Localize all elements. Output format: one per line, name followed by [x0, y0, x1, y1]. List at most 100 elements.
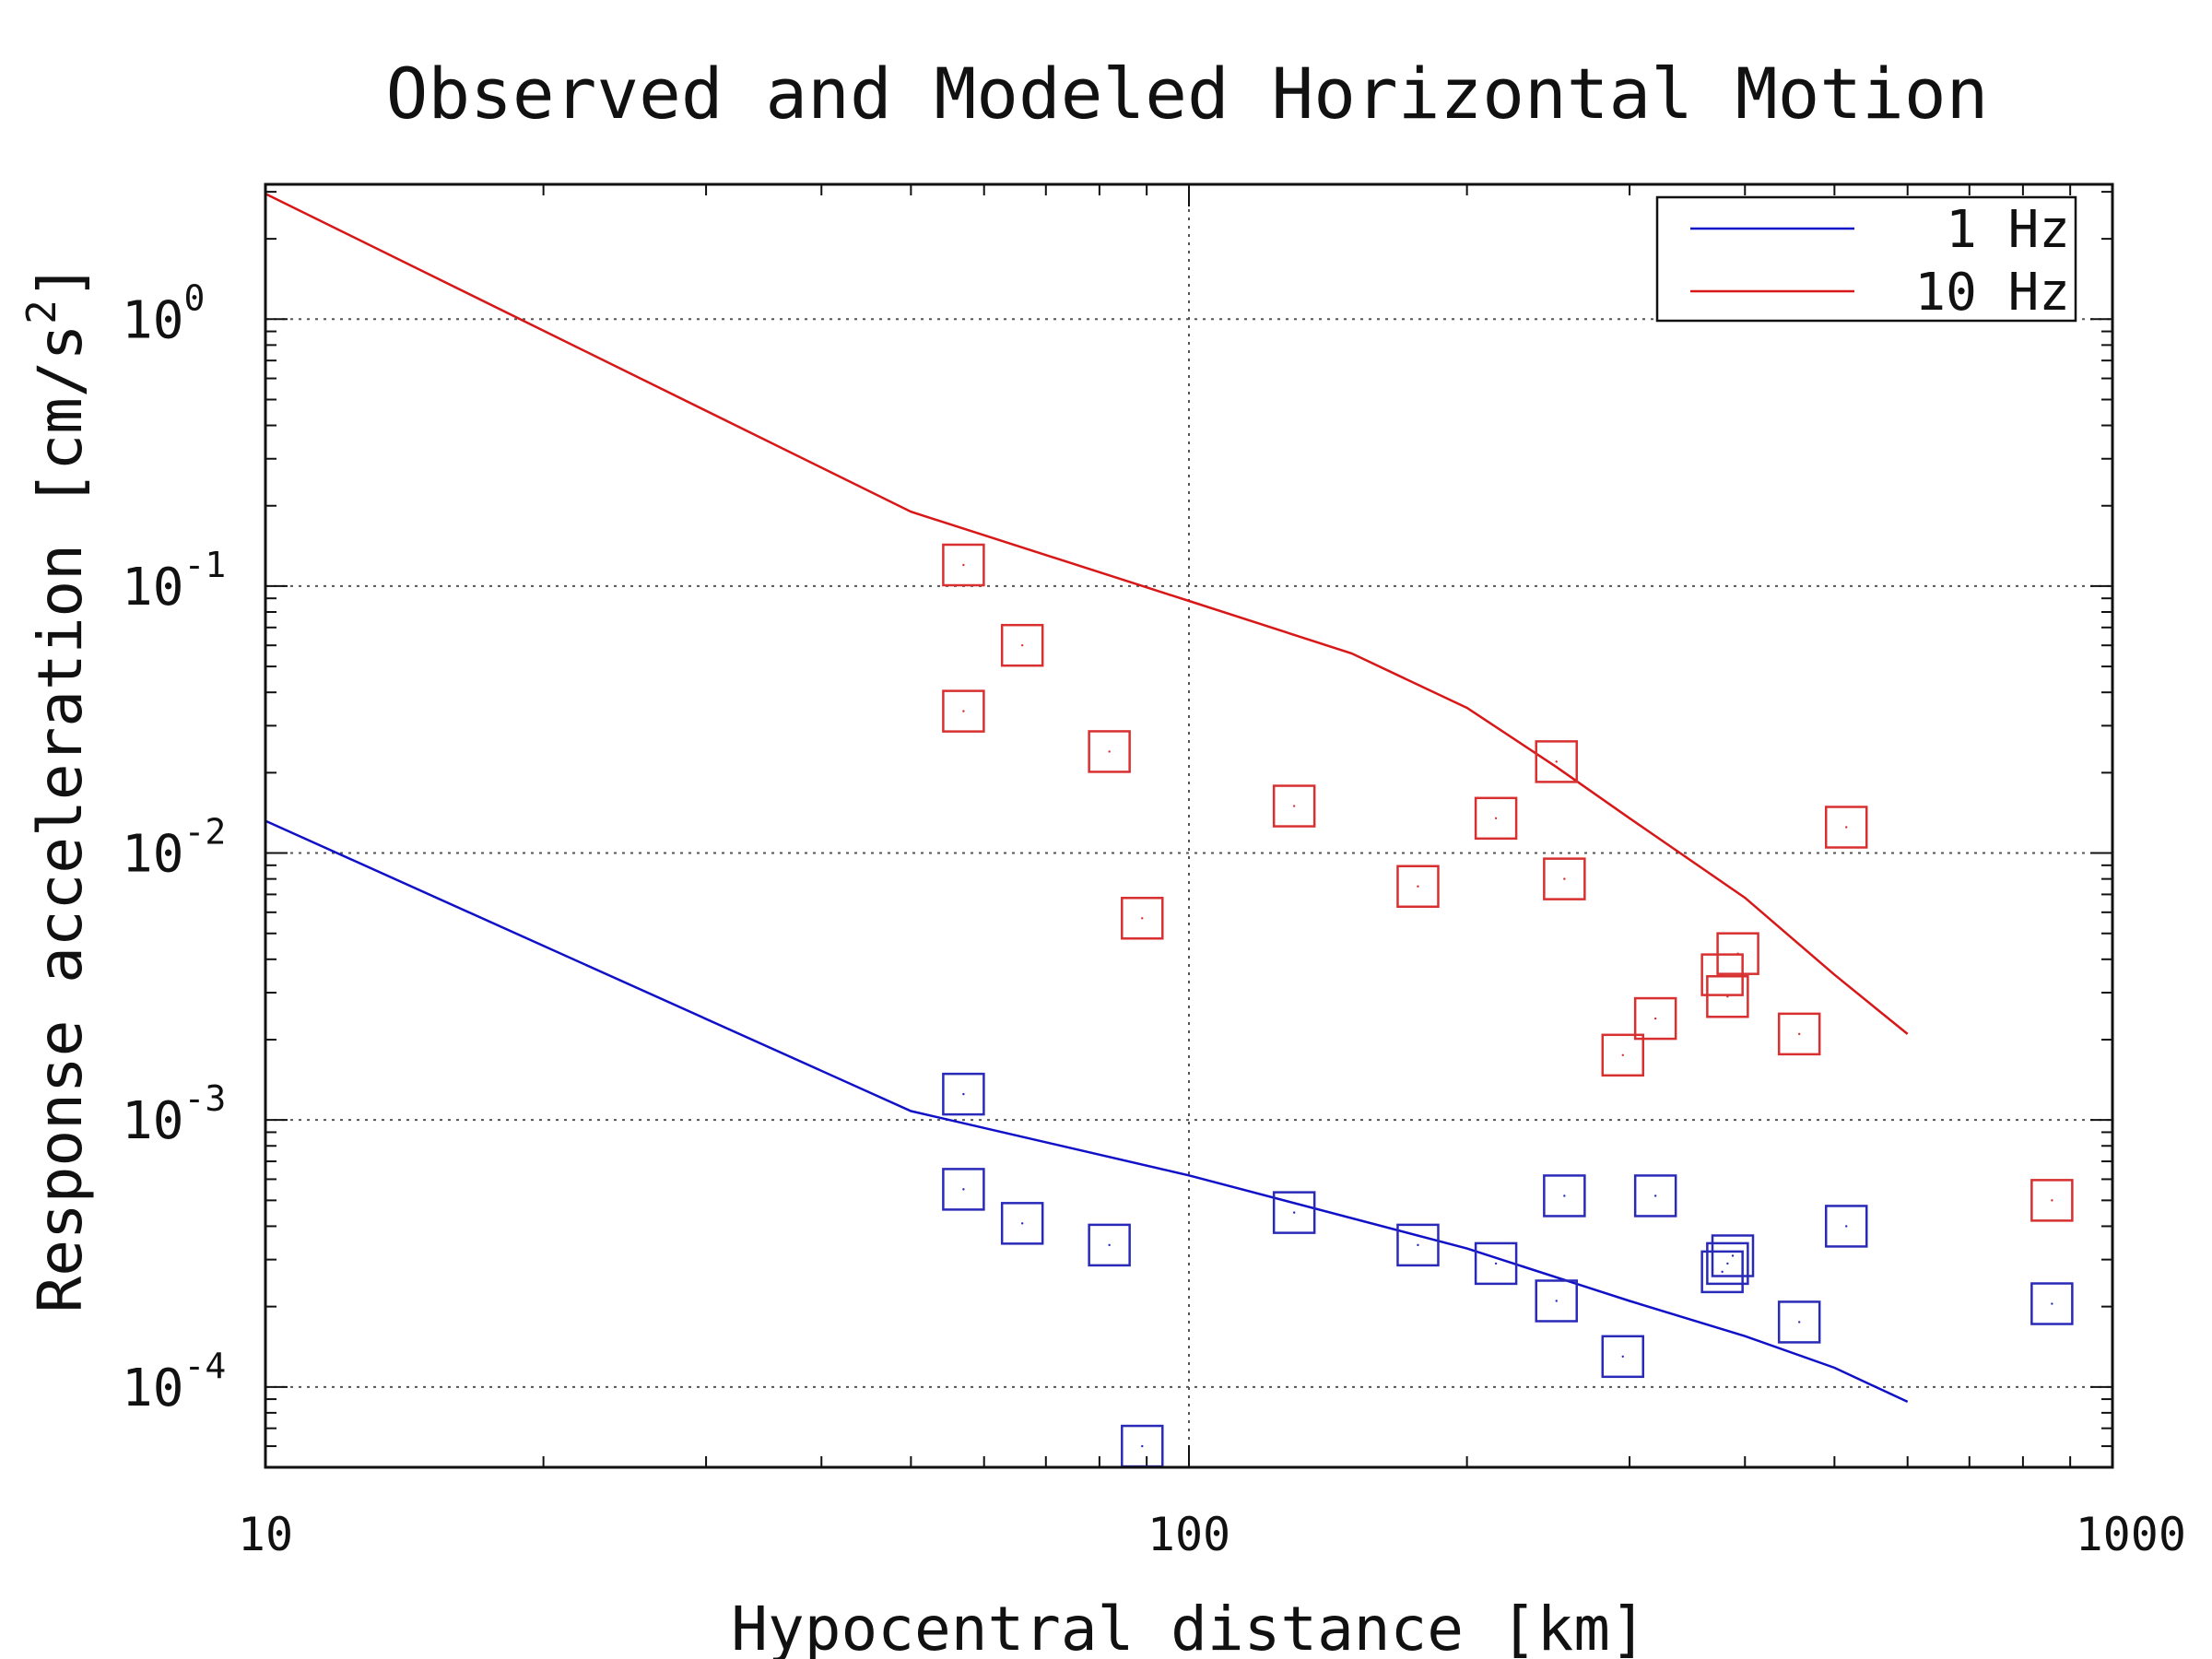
observed-point	[1396, 865, 1440, 908]
observed-point-center	[1726, 1262, 1729, 1265]
observed-point	[1474, 1241, 1518, 1286]
x-tick-label: 10	[238, 1508, 293, 1561]
observed-point	[1777, 1012, 1821, 1056]
y-tick-exponent: -1	[183, 545, 226, 585]
observed-point-center	[1736, 952, 1739, 955]
observed-point-center	[1563, 1194, 1566, 1197]
y-axis-label: Response acceleration [cm/s2]	[18, 263, 96, 1312]
observed-point-center	[1797, 1321, 1801, 1324]
grid	[265, 184, 2112, 1467]
observed-point	[1088, 1223, 1131, 1267]
observed-point-center	[1726, 995, 1729, 998]
y-tick-label: 10-4	[122, 1346, 226, 1418]
legend-label: 10 Hz	[1914, 263, 2070, 323]
model-line-1-hz	[265, 819, 1909, 1404]
y-tick-label: 10-3	[122, 1078, 226, 1151]
observed-point-center	[2051, 1199, 2053, 1202]
observed-point-center	[1108, 1243, 1111, 1247]
observed-point-center	[1020, 643, 1024, 647]
observed-point-center	[1417, 885, 1419, 888]
legend-box	[1655, 195, 2077, 323]
observed-point	[1633, 996, 1677, 1041]
y-tick-base: 10	[122, 558, 183, 618]
y-tick-label: 100	[122, 277, 205, 350]
y-tick-base: 10	[122, 1359, 183, 1418]
observed-point	[1000, 623, 1044, 667]
y-tick-label: 10-2	[122, 812, 226, 885]
observed-point	[1633, 1174, 1677, 1218]
observed-point	[1824, 806, 1868, 849]
observed-point	[1000, 1202, 1044, 1245]
plot-frame	[264, 182, 2114, 1469]
observed-point	[942, 689, 985, 733]
observed-point	[1777, 1300, 1821, 1344]
x-tick-label: 1000	[2076, 1508, 2186, 1561]
observed-point	[942, 1072, 985, 1116]
observed-point-center	[1292, 1211, 1296, 1214]
observed-point-center	[962, 1188, 965, 1191]
observed-point-center	[1797, 1032, 1801, 1036]
observed-point-center	[1563, 877, 1566, 880]
observed-point-center	[1653, 1194, 1657, 1197]
y-axis-label-main: Response acceleration [cm/s	[25, 324, 96, 1313]
observed-point	[942, 1168, 985, 1211]
legend-label: 1 Hz	[1946, 200, 2070, 260]
y-tick-base: 10	[122, 1091, 183, 1151]
observed-point	[1535, 1279, 1578, 1323]
chart-title: Observed and Modeled Horizontal Motion	[386, 53, 1989, 135]
y-tick-base: 10	[122, 825, 183, 885]
observed-point-center	[1494, 1262, 1498, 1265]
observed-point	[2030, 1282, 2074, 1325]
observed-point-center	[1621, 1053, 1624, 1056]
model-line-10-hz	[265, 193, 1909, 1035]
observed-point-center	[1621, 1355, 1624, 1359]
observed-point	[942, 543, 985, 587]
observed-point-center	[1108, 750, 1111, 753]
observed-point-center	[1292, 805, 1296, 807]
observed-point-center	[1555, 1300, 1558, 1302]
observed-point-center	[1555, 760, 1558, 763]
observed-point-center	[1417, 1243, 1419, 1247]
observed-point	[1601, 1033, 1645, 1077]
observed-point-center	[2051, 1302, 2053, 1305]
observed-point	[1535, 740, 1578, 783]
observed-point-center	[1845, 1225, 1848, 1228]
observed-point	[1601, 1335, 1645, 1379]
observed-point-center	[962, 710, 965, 712]
y-tick-exponent: 0	[183, 277, 205, 318]
x-tick-labels: 10 100 1000	[238, 1508, 2186, 1561]
observed-point	[1396, 1223, 1440, 1267]
observed-point	[2030, 1179, 2074, 1222]
observed-point-center	[1020, 1222, 1024, 1225]
observed-markers	[942, 543, 2074, 1468]
observed-point-center	[1721, 1270, 1724, 1274]
observed-point	[1088, 730, 1131, 773]
observed-point	[1272, 784, 1316, 828]
observed-point	[1543, 1174, 1586, 1218]
y-axis-label-close: ]	[25, 263, 96, 300]
observed-point-center	[962, 563, 965, 567]
observed-point-center	[962, 1092, 965, 1096]
observed-point	[1824, 1205, 1868, 1248]
observed-point	[1121, 897, 1164, 940]
observed-point-center	[1141, 1444, 1144, 1448]
observed-point-center	[1494, 817, 1498, 820]
observed-point	[1706, 1241, 1749, 1286]
observed-point-center	[1731, 1254, 1735, 1257]
y-tick-exponent: -2	[183, 812, 226, 853]
model-lines	[265, 193, 1909, 1404]
y-axis-label-sup: 2	[18, 300, 65, 324]
y-tick-exponent: -4	[183, 1346, 226, 1386]
observed-point	[1711, 1234, 1755, 1277]
observed-point	[1272, 1191, 1316, 1234]
observed-point	[1716, 932, 1759, 975]
x-tick-label: 100	[1147, 1508, 1230, 1561]
observed-point	[1700, 1250, 1744, 1294]
observed-point-center	[1141, 917, 1144, 920]
x-axis-label: Hypocentral distance [km]	[731, 1594, 1646, 1659]
observed-point	[1474, 796, 1518, 841]
y-tick-label: 10-1	[122, 545, 226, 618]
